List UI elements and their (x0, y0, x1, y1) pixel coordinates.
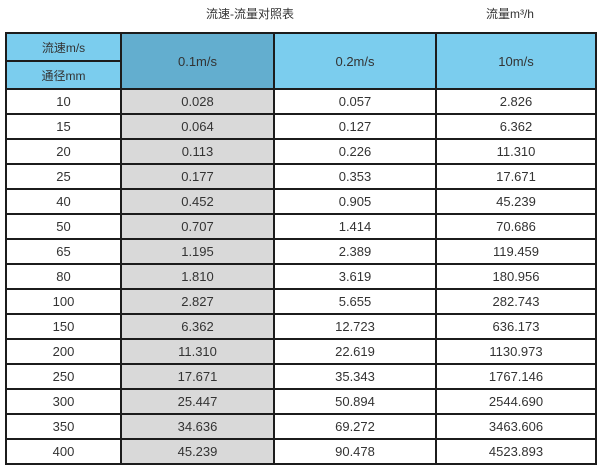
column-header-0-1ms: 0.1m/s (120, 32, 275, 90)
flow-value-cell: 1.810 (120, 263, 275, 290)
header-row-top: 流速m/s 0.1m/s 0.2m/s 10m/s (5, 32, 597, 90)
table-body: 10 0.028 0.057 2.826 15 0.064 0.127 6.362 20 0.11… (5, 88, 597, 465)
flow-value-cell: 70.686 (435, 213, 597, 240)
table-row: 80 1.810 3.619 180.956 (5, 263, 597, 290)
flow-value-cell: 5.655 (273, 288, 437, 315)
table-row: 100 2.827 5.655 282.743 (5, 288, 597, 315)
diameter-cell: 200 (5, 338, 122, 365)
flow-value-cell: 0.452 (120, 188, 275, 215)
page-title: 流速-流量对照表 (206, 7, 294, 21)
diameter-cell: 300 (5, 388, 122, 415)
table-row: 25 0.177 0.353 17.671 (5, 163, 597, 190)
flow-value-cell: 1130.973 (435, 338, 597, 365)
diameter-cell: 40 (5, 188, 122, 215)
flow-value-cell: 50.894 (273, 388, 437, 415)
table-row: 40 0.452 0.905 45.239 (5, 188, 597, 215)
diameter-cell: 15 (5, 113, 122, 140)
flow-value-cell: 35.343 (273, 363, 437, 390)
flow-value-cell: 2.827 (120, 288, 275, 315)
flow-value-cell: 25.447 (120, 388, 275, 415)
flow-value-cell: 2544.690 (435, 388, 597, 415)
diameter-cell: 150 (5, 313, 122, 340)
diameter-cell: 400 (5, 438, 122, 465)
flow-value-cell: 3.619 (273, 263, 437, 290)
table-row: 150 6.362 12.723 636.173 (5, 313, 597, 340)
diameter-cell: 250 (5, 363, 122, 390)
flow-value-cell: 12.723 (273, 313, 437, 340)
flow-value-cell: 0.226 (273, 138, 437, 165)
flow-value-cell: 1.414 (273, 213, 437, 240)
flow-value-cell: 0.028 (120, 88, 275, 115)
flow-value-cell: 11.310 (435, 138, 597, 165)
flow-value-cell: 4523.893 (435, 438, 597, 465)
flow-value-cell: 2.826 (435, 88, 597, 115)
flow-value-cell: 1.195 (120, 238, 275, 265)
flow-value-cell: 0.353 (273, 163, 437, 190)
table-row: 65 1.195 2.389 119.459 (5, 238, 597, 265)
flow-value-cell: 6.362 (435, 113, 597, 140)
flow-value-cell: 180.956 (435, 263, 597, 290)
table-row: 15 0.064 0.127 6.362 (5, 113, 597, 140)
flow-value-cell: 0.177 (120, 163, 275, 190)
diameter-cell: 20 (5, 138, 122, 165)
flow-value-cell: 3463.606 (435, 413, 597, 440)
table-header: 流速m/s 0.1m/s 0.2m/s 10m/s 通径mm (5, 32, 597, 90)
diameter-cell: 100 (5, 288, 122, 315)
flow-value-cell: 11.310 (120, 338, 275, 365)
table-row: 200 11.310 22.619 1130.973 (5, 338, 597, 365)
corner-cell-diameter-label: 通径mm (5, 60, 122, 90)
corner-cell-velocity-label: 流速m/s (5, 32, 122, 62)
column-header-0-2ms: 0.2m/s (273, 32, 437, 90)
diameter-cell: 25 (5, 163, 122, 190)
flow-value-cell: 0.905 (273, 188, 437, 215)
table-row: 10 0.028 0.057 2.826 (5, 88, 597, 115)
flow-value-cell: 22.619 (273, 338, 437, 365)
table-row: 20 0.113 0.226 11.310 (5, 138, 597, 165)
flow-value-cell: 17.671 (120, 363, 275, 390)
flow-value-cell: 1767.146 (435, 363, 597, 390)
flow-value-cell: 0.113 (120, 138, 275, 165)
table-row: 300 25.447 50.894 2544.690 (5, 388, 597, 415)
flow-value-cell: 0.064 (120, 113, 275, 140)
flow-rate-table: 流速m/s 0.1m/s 0.2m/s 10m/s 通径mm 10 0.028 0.… (5, 32, 597, 465)
table-row: 50 0.707 1.414 70.686 (5, 213, 597, 240)
flow-value-cell: 0.057 (273, 88, 437, 115)
flow-value-cell: 45.239 (120, 438, 275, 465)
flow-value-cell: 17.671 (435, 163, 597, 190)
flow-value-cell: 69.272 (273, 413, 437, 440)
diameter-cell: 65 (5, 238, 122, 265)
flow-value-cell: 2.389 (273, 238, 437, 265)
table-row: 350 34.636 69.272 3463.606 (5, 413, 597, 440)
header-row-bottom: 通径mm (5, 60, 596, 90)
flow-value-cell: 6.362 (120, 313, 275, 340)
flow-value-cell: 34.636 (120, 413, 275, 440)
table-row: 250 17.671 35.343 1767.146 (5, 363, 597, 390)
diameter-cell: 350 (5, 413, 122, 440)
flow-value-cell: 282.743 (435, 288, 597, 315)
flow-value-cell: 636.173 (435, 313, 597, 340)
flow-value-cell: 0.707 (120, 213, 275, 240)
diameter-cell: 50 (5, 213, 122, 240)
flow-value-cell: 45.239 (435, 188, 597, 215)
table-row: 400 45.239 90.478 4523.893 (5, 438, 597, 465)
column-header-10ms: 10m/s (435, 32, 597, 90)
flow-value-cell: 0.127 (273, 113, 437, 140)
unit-label: 流量m³/h (485, 7, 534, 21)
flow-value-cell: 90.478 (273, 438, 437, 465)
flow-value-cell: 119.459 (435, 238, 597, 265)
diameter-cell: 80 (5, 263, 122, 290)
diameter-cell: 10 (5, 88, 122, 115)
